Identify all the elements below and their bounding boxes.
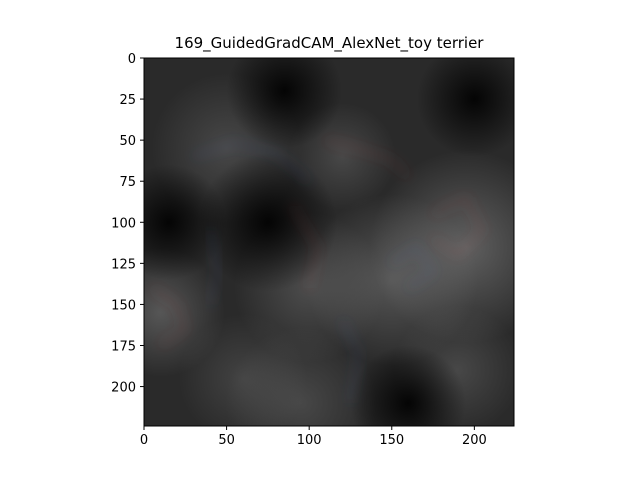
y-tick-label: 175 (111, 340, 136, 355)
dark-region (198, 152, 338, 292)
y-tick-label: 200 (111, 381, 136, 396)
y-tick-label: 75 (119, 175, 136, 190)
x-axis: 0 50 100 150 200 (140, 426, 487, 448)
y-tick-label: 0 (128, 52, 136, 67)
edge-texture (151, 287, 187, 347)
dark-region (226, 58, 343, 149)
edge-texture (341, 320, 360, 404)
dark-region (416, 58, 514, 157)
y-axis: 0 25 50 75 100 125 150 175 200 (111, 52, 144, 396)
dark-region (350, 345, 467, 426)
heatmap-image (144, 58, 514, 426)
x-tick-label: 100 (297, 433, 322, 448)
y-tick-label: 150 (111, 298, 136, 313)
y-tick-label: 100 (111, 216, 136, 231)
y-tick-label: 25 (119, 93, 136, 108)
edge-texture (209, 230, 220, 305)
edge-texture (432, 196, 484, 257)
axes-frame (143, 57, 515, 427)
bright-region (178, 313, 308, 426)
edge-texture (391, 245, 435, 289)
y-tick-label: 50 (119, 134, 136, 149)
y-tick-label: 125 (111, 257, 136, 272)
edge-texture (325, 139, 409, 177)
x-tick-label: 200 (462, 433, 487, 448)
edge-texture (193, 142, 310, 182)
x-tick-label: 150 (379, 433, 404, 448)
edge-texture (291, 205, 319, 289)
x-tick-label: 50 (218, 433, 235, 448)
x-tick-label: 0 (140, 433, 148, 448)
chart-title: 169_GuidedGradCAM_AlexNet_toy terrier (175, 34, 485, 53)
